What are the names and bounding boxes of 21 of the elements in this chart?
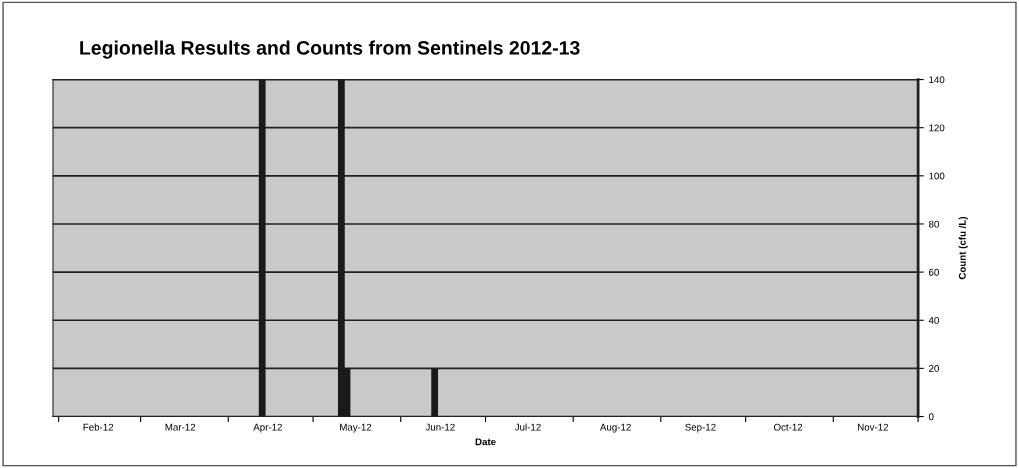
x-tick-label: Oct-12 xyxy=(773,423,803,431)
x-tick-label: Apr-12 xyxy=(253,423,282,433)
y-tick-label: 80 xyxy=(928,220,939,228)
y-tick-label: 40 xyxy=(928,316,939,324)
y-tick-label: 120 xyxy=(929,124,945,132)
y-tick-label: 140 xyxy=(929,76,945,84)
x-tick-label: Feb-12 xyxy=(83,423,114,431)
y-tick-label: 100 xyxy=(929,172,945,180)
x-axis-title: Date xyxy=(475,438,496,446)
x-tick-label: Aug-12 xyxy=(599,423,631,433)
y-tick-label: 20 xyxy=(929,365,939,372)
x-tick-label: Mar-12 xyxy=(165,423,196,431)
chart-title: Legionella Results and Counts from Sentinels 2012-13 xyxy=(80,40,580,59)
x-tick-label: May-12 xyxy=(340,423,372,433)
x-tick-label: Jul-12 xyxy=(514,423,541,431)
y-tick-label: 60 xyxy=(929,268,939,276)
y-axis-title: Count (cfu /L) xyxy=(958,216,968,280)
y-tick-label: 0 xyxy=(928,413,934,421)
x-tick-label: Nov-12 xyxy=(858,423,889,431)
x-tick-label: Jun-12 xyxy=(425,423,455,431)
x-tick-label: Sep-12 xyxy=(685,423,716,433)
